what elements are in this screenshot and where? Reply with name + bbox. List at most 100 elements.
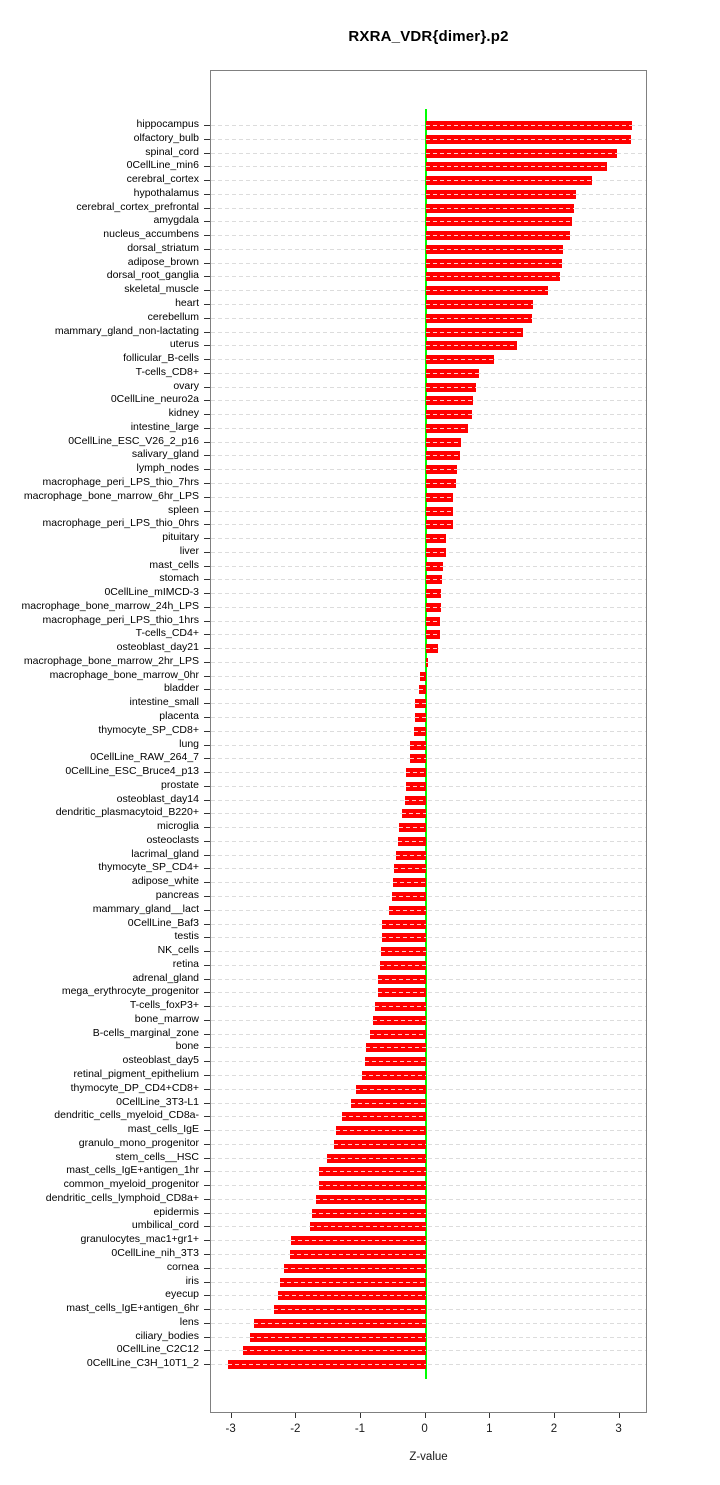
bar-placenta xyxy=(415,713,426,723)
bar-dash-overlay xyxy=(242,1350,426,1352)
y-tick xyxy=(204,1240,210,1242)
bar-dash-overlay xyxy=(425,290,548,292)
bar-common_myeloid_progenitor xyxy=(318,1181,426,1191)
bar-0CellLine_3T3-L1 xyxy=(350,1098,426,1108)
bar-mammary_gland_non-lactating xyxy=(425,327,524,337)
row-gridline xyxy=(211,964,646,966)
row-gridline xyxy=(211,758,646,760)
bar-dash-overlay xyxy=(279,1281,426,1283)
bar-dash-overlay xyxy=(425,331,524,333)
bar-macrophage_peri_LPS_thio_7hrs xyxy=(425,478,456,488)
y-tick xyxy=(204,1322,210,1324)
bar-dash-overlay xyxy=(415,703,426,705)
row-gridline xyxy=(211,1350,646,1352)
x-tick xyxy=(618,1413,620,1418)
category-label: T-cells_foxP3+ xyxy=(129,999,199,1012)
chart-title: RXRA_VDR{dimer}.p2 xyxy=(348,28,509,45)
bar-dash-overlay xyxy=(425,579,443,581)
bar-dash-overlay xyxy=(355,1088,426,1090)
category-label: 0CellLine_ESC_V26_2_p16 xyxy=(68,434,199,447)
row-gridline xyxy=(211,840,646,842)
category-label: 0CellLine_Baf3 xyxy=(127,916,199,929)
category-label: umbilical_cord xyxy=(131,1219,199,1232)
bar-prostate xyxy=(405,781,426,791)
x-tick xyxy=(359,1413,361,1418)
bar-dash-overlay xyxy=(425,386,477,388)
bar-dash-overlay xyxy=(425,207,575,209)
category-label: dorsal_striatum xyxy=(127,241,199,254)
x-tick xyxy=(424,1413,426,1418)
bar-0CellLine_RAW_264_7 xyxy=(410,754,426,764)
bar-0CellLine_ESC_Bruce4_p13 xyxy=(406,768,426,778)
x-tick-label: 1 xyxy=(486,1423,493,1435)
y-tick xyxy=(204,180,210,182)
y-tick xyxy=(204,138,210,140)
bar-dash-overlay xyxy=(309,1226,426,1228)
y-tick xyxy=(204,730,210,732)
category-label: bone_marrow xyxy=(134,1012,199,1025)
category-label: spinal_cord xyxy=(145,145,199,158)
bar-retina xyxy=(379,960,426,970)
bar-osteoblast_day14 xyxy=(404,795,426,805)
category-label: 0CellLine_mIMCD-3 xyxy=(104,586,199,599)
bar-thymocyte_SP_CD4+ xyxy=(393,864,426,874)
bar-osteoblast_day5 xyxy=(364,1057,426,1067)
category-label: cornea xyxy=(166,1260,199,1273)
y-tick xyxy=(204,1364,210,1366)
bar-dash-overlay xyxy=(425,138,632,140)
x-tick xyxy=(230,1413,232,1418)
bar-lens xyxy=(253,1318,426,1328)
bar-dash-overlay xyxy=(425,455,460,457)
bar-macrophage_bone_marrow_6hr_LPS xyxy=(425,492,454,502)
bar-dash-overlay xyxy=(425,496,454,498)
row-gridline xyxy=(211,992,646,994)
y-tick xyxy=(204,496,210,498)
row-gridline xyxy=(211,1171,646,1173)
y-tick xyxy=(204,661,210,663)
category-label: 0CellLine_neuro2a xyxy=(110,393,199,406)
bar-macrophage_bone_marrow_24h_LPS xyxy=(425,602,442,612)
row-gridline xyxy=(211,1088,646,1090)
y-tick xyxy=(204,1198,210,1200)
row-gridline xyxy=(211,1130,646,1132)
category-label: mast_cells_IgE+antigen_1hr xyxy=(66,1164,199,1177)
category-label: prostate xyxy=(161,778,199,791)
bar-macrophage_peri_LPS_thio_1hrs xyxy=(425,616,441,626)
bar-iris xyxy=(279,1277,426,1287)
row-gridline xyxy=(211,923,646,925)
bar-mast_cells_IgE+antigen_1hr xyxy=(318,1167,426,1177)
bar-adipose_brown xyxy=(425,258,562,268)
row-gridline xyxy=(211,1336,646,1338)
category-label: osteoblast_day14 xyxy=(116,792,199,805)
y-tick xyxy=(204,909,210,911)
bar-dash-overlay xyxy=(336,1130,426,1132)
category-label: macrophage_peri_LPS_thio_1hrs xyxy=(42,613,199,626)
bar-macrophage_peri_LPS_thio_0hrs xyxy=(425,520,454,530)
y-tick xyxy=(204,386,210,388)
category-label: 0CellLine_C2C12 xyxy=(116,1343,199,1356)
y-tick xyxy=(204,414,210,416)
bar-dash-overlay xyxy=(425,606,442,608)
y-tick xyxy=(204,1226,210,1228)
bar-mammary_gland__lact xyxy=(389,905,426,915)
bar-dash-overlay xyxy=(406,772,426,774)
category-label: heart xyxy=(175,296,199,309)
category-label: T-cells_CD8+ xyxy=(135,365,199,378)
category-label: adrenal_gland xyxy=(132,971,199,984)
y-tick xyxy=(204,634,210,636)
bar-spleen xyxy=(425,506,454,516)
bar-dash-overlay xyxy=(365,1047,426,1049)
bar-dash-overlay xyxy=(425,359,495,361)
y-tick xyxy=(204,992,210,994)
bar-dash-overlay xyxy=(273,1309,426,1311)
bar-dash-overlay xyxy=(425,661,428,663)
y-tick xyxy=(204,1019,210,1021)
bar-dash-overlay xyxy=(318,1185,426,1187)
x-tick-label: 0 xyxy=(421,1423,428,1435)
bar-olfactory_bulb xyxy=(425,134,632,144)
bar-epidermis xyxy=(311,1208,426,1218)
bar-heart xyxy=(425,299,533,309)
y-tick xyxy=(204,331,210,333)
category-label: thymocyte_SP_CD4+ xyxy=(98,861,199,874)
row-gridline xyxy=(211,1102,646,1104)
